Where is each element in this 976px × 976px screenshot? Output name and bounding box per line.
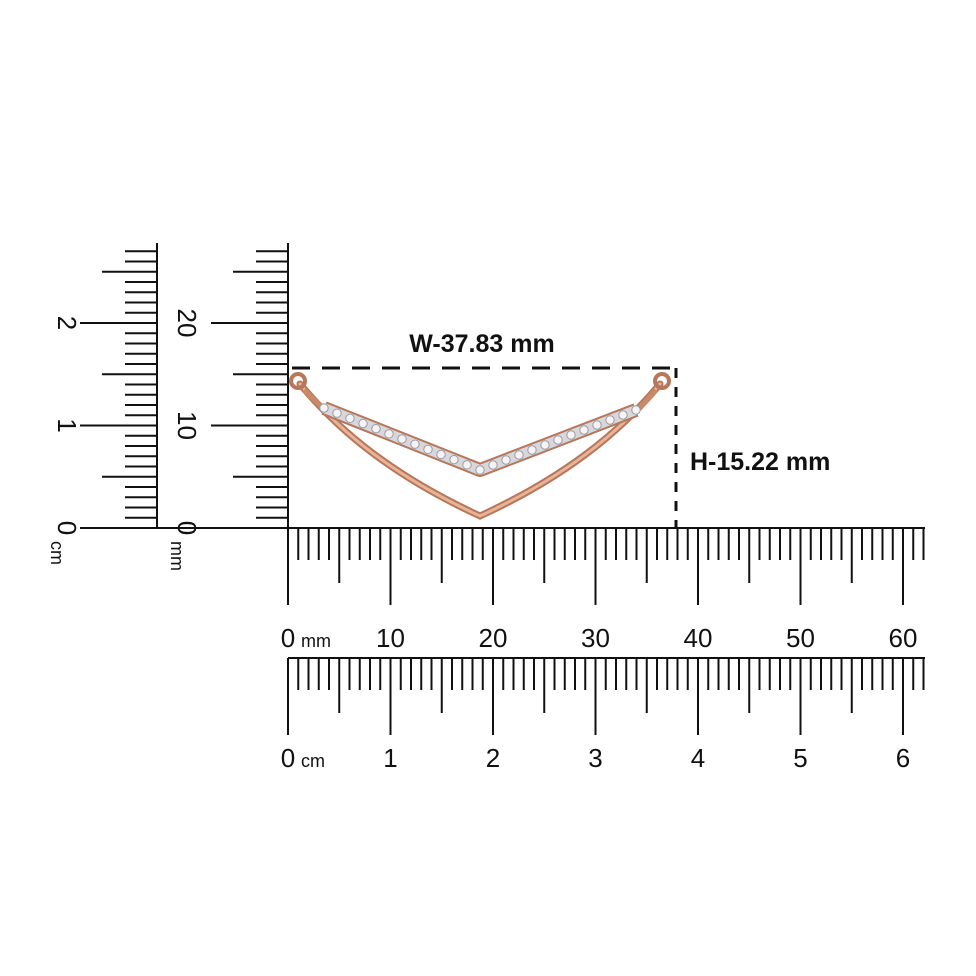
stone [631, 405, 641, 415]
stone [488, 460, 498, 470]
stone [514, 450, 524, 460]
ruler-label: 0 [281, 743, 295, 773]
height-label: H-15.22 mm [690, 448, 830, 476]
ruler-label: 60 [889, 623, 918, 653]
ruler-label: 1 [52, 418, 82, 432]
width-label: W-37.83 mm [409, 330, 554, 358]
stone [501, 455, 511, 465]
stone [384, 429, 394, 439]
stone [397, 434, 407, 444]
stone [592, 420, 602, 430]
stone [423, 444, 433, 455]
stone [566, 430, 576, 440]
pendant [289, 372, 671, 520]
ruler-label: 20 [479, 623, 508, 653]
ruler-label: 20 [172, 309, 202, 338]
ruler-label: 4 [691, 743, 705, 773]
ruler-label: 5 [793, 743, 807, 773]
stone [436, 449, 446, 460]
ruler-label: 10 [172, 411, 202, 440]
stone [527, 445, 537, 455]
stone [618, 410, 628, 420]
ruler-label: 10 [376, 623, 405, 653]
stone [579, 425, 589, 435]
stone [553, 435, 563, 445]
ruler-unit: cm [301, 751, 325, 771]
ruler-label: 2 [486, 743, 500, 773]
ruler-unit: cm [47, 541, 67, 565]
ruler-label: 2 [52, 316, 82, 330]
stone [475, 465, 485, 475]
ruler-unit: mm [167, 541, 187, 571]
rulers: 0 10 20 30 40 50 60 mm 0 1 2 3 4 5 6 cm 0 10 20 mm 0 1 2 cm [47, 243, 925, 773]
ruler-label: 0 [172, 521, 202, 535]
ruler-label: 50 [786, 623, 815, 653]
ruler-label: 3 [588, 743, 602, 773]
stone [605, 415, 615, 425]
stone [449, 454, 459, 465]
stone [358, 418, 368, 429]
stone [410, 439, 420, 449]
ruler-label: 0 [52, 521, 82, 535]
ruler-label: 0 [281, 623, 295, 653]
ruler-label: 30 [581, 623, 610, 653]
ruler-label: 1 [383, 743, 397, 773]
stone [371, 423, 381, 434]
ruler-label: 6 [896, 743, 910, 773]
stone [345, 413, 355, 424]
stone [462, 460, 472, 470]
ruler-label: 40 [684, 623, 713, 653]
ruler-unit: mm [301, 631, 331, 651]
stone [319, 403, 329, 413]
stone [540, 440, 550, 450]
stone [332, 408, 342, 418]
